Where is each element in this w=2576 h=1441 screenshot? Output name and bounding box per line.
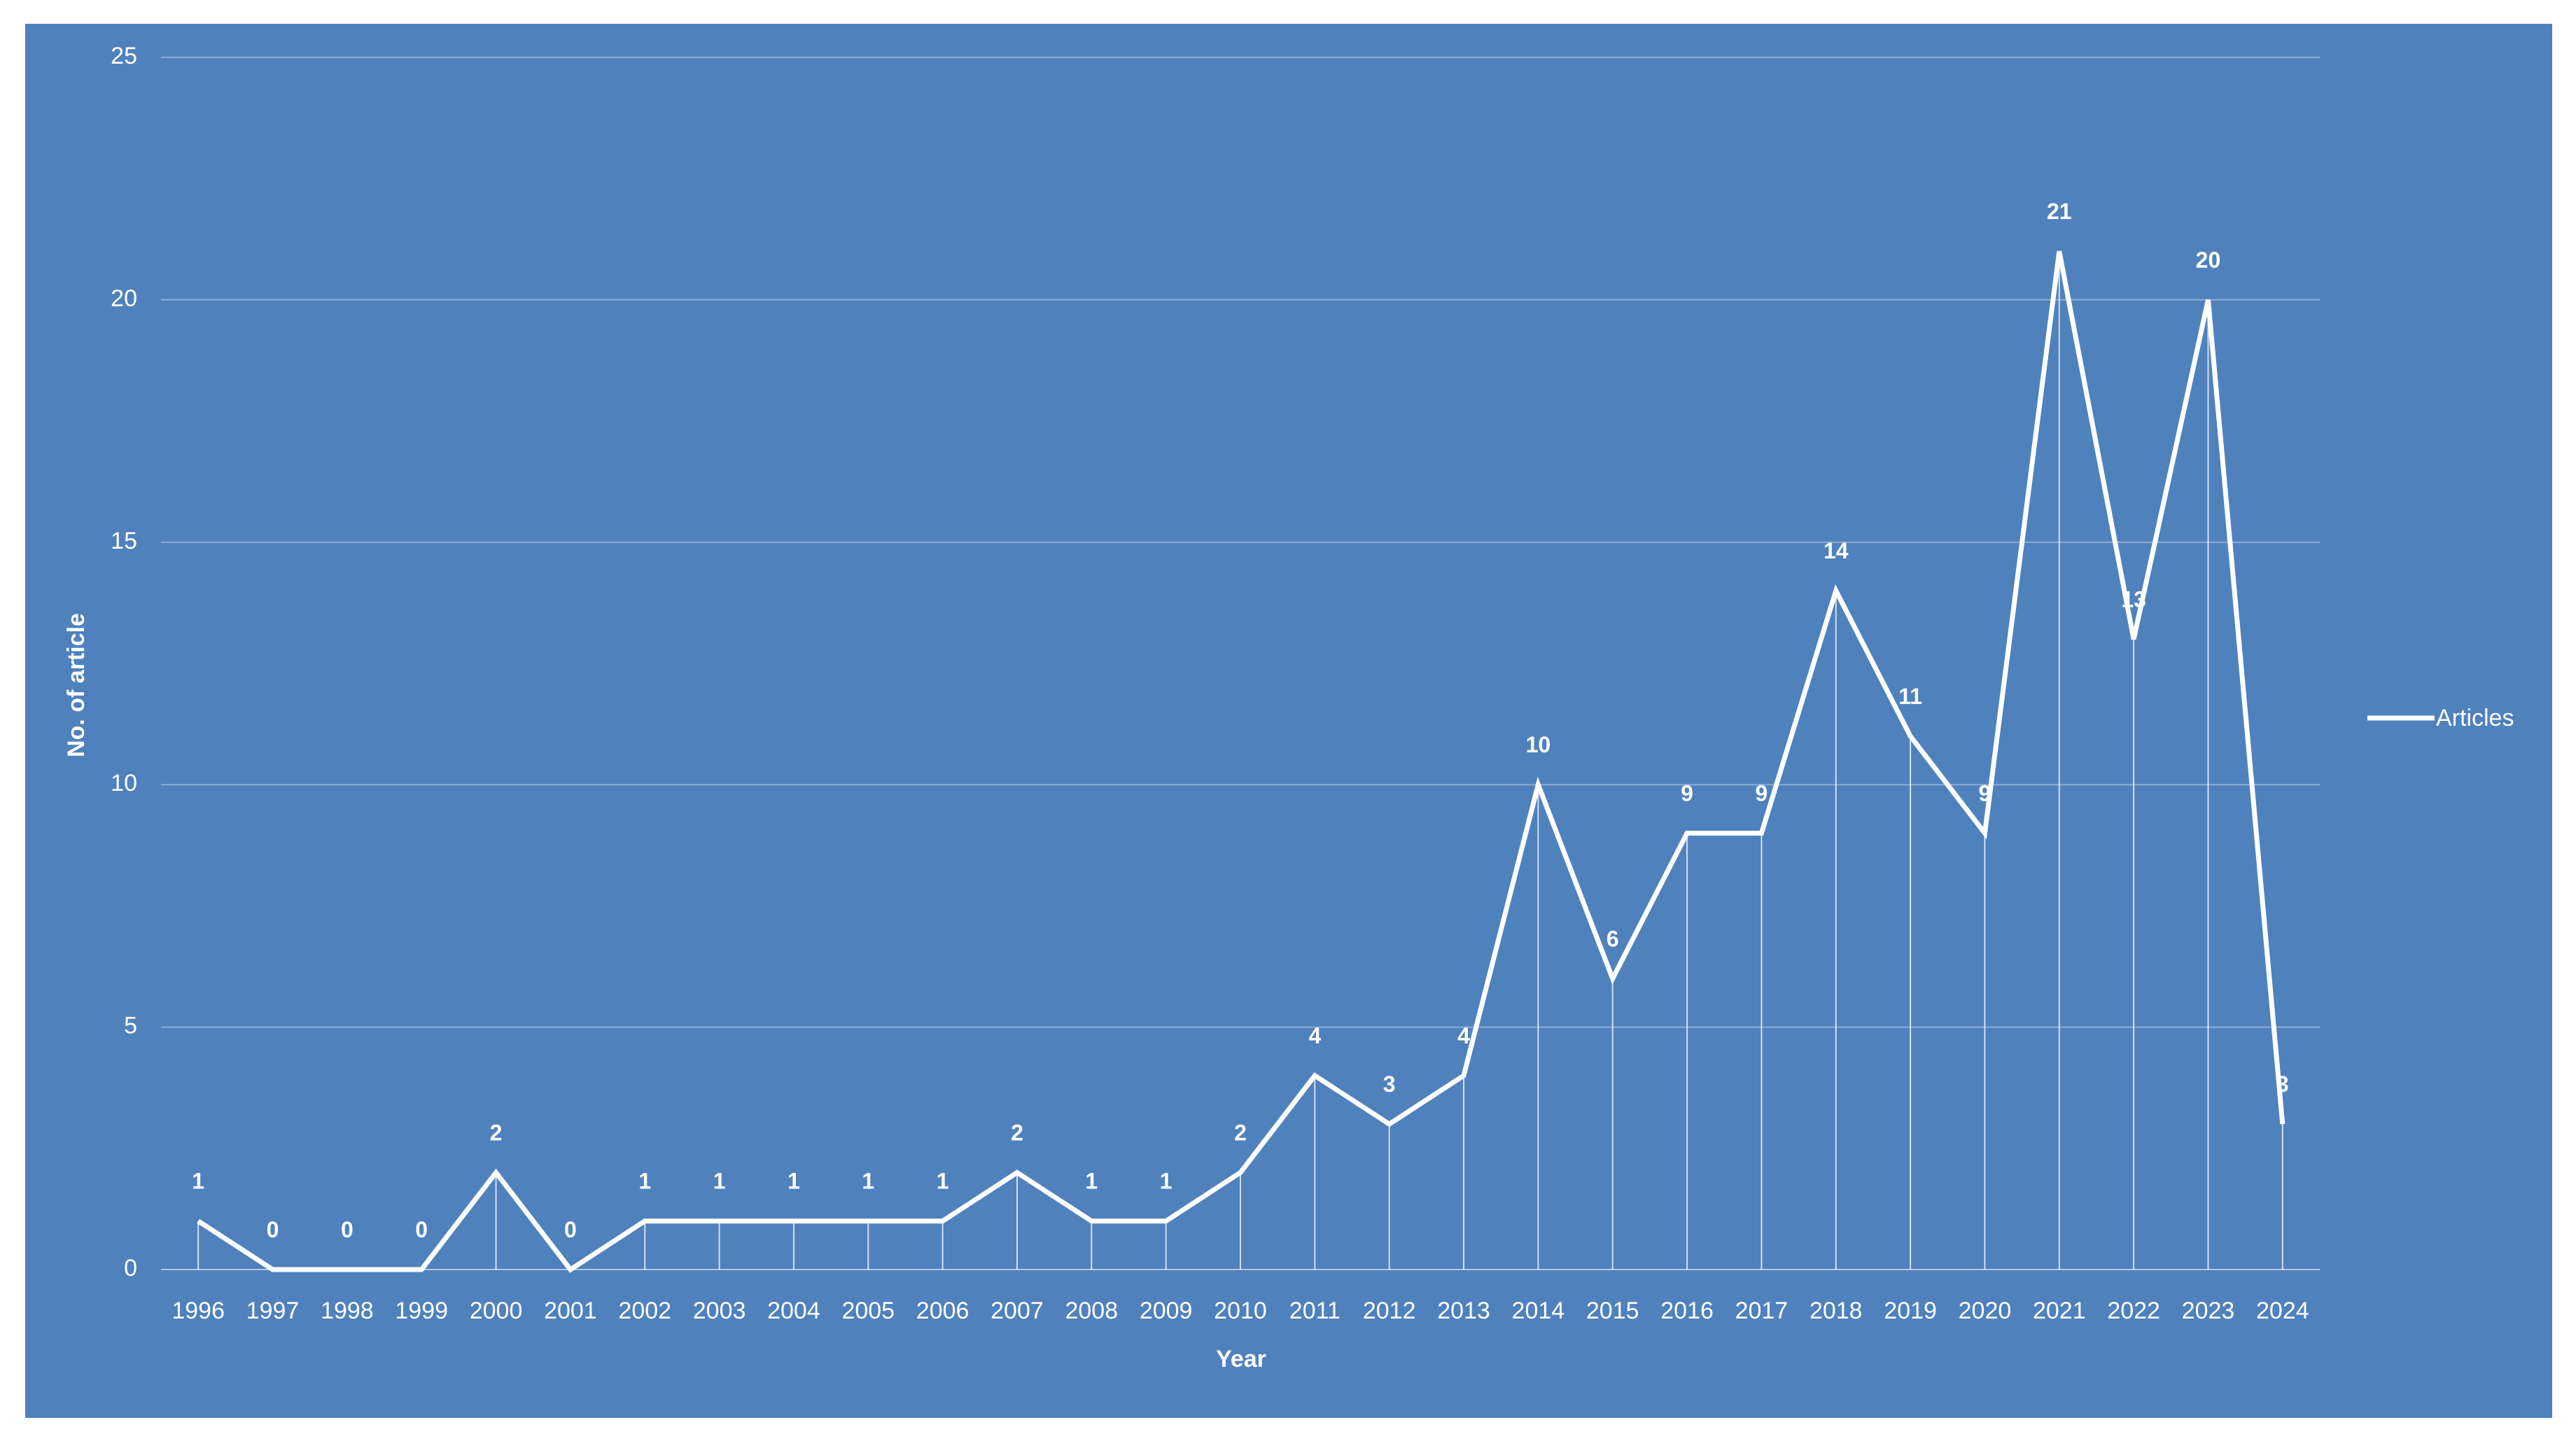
y-axis-ticks: 0 5 10 15 20 25 bbox=[111, 43, 137, 1281]
data-label: 21 bbox=[2047, 199, 2072, 224]
x-tick-label: 2017 bbox=[1735, 1298, 1788, 1324]
x-tick-label: 2005 bbox=[841, 1298, 895, 1324]
data-label: 11 bbox=[1898, 684, 1922, 709]
series-line-articles bbox=[197, 251, 2286, 1273]
legend-label-articles: Articles bbox=[2436, 705, 2514, 731]
x-tick-label: 2015 bbox=[1586, 1298, 1639, 1324]
x-tick-label: 2012 bbox=[1363, 1298, 1416, 1324]
drop-lines bbox=[197, 251, 2283, 1270]
data-label: 3 bbox=[1383, 1071, 1396, 1097]
gridlines bbox=[161, 57, 2320, 1270]
legend: Articles bbox=[2367, 705, 2514, 731]
x-tick-label: 2018 bbox=[1809, 1298, 1863, 1324]
data-label: 1 bbox=[1085, 1169, 1098, 1194]
data-label: 2 bbox=[490, 1120, 503, 1145]
data-label: 4 bbox=[1308, 1023, 1321, 1048]
y-axis-title: No. of article bbox=[63, 613, 90, 757]
x-tick-label: 1996 bbox=[172, 1298, 225, 1324]
data-label: 10 bbox=[1526, 732, 1551, 757]
data-label: 13 bbox=[2121, 586, 2146, 612]
x-tick-label: 2023 bbox=[2182, 1298, 2235, 1324]
x-tick-label: 2006 bbox=[916, 1298, 969, 1324]
data-label: 2 bbox=[1011, 1120, 1023, 1145]
x-tick-label: 2009 bbox=[1140, 1298, 1193, 1324]
data-label: 0 bbox=[415, 1217, 428, 1242]
x-tick-label: 2016 bbox=[1660, 1298, 1714, 1324]
x-tick-label: 2001 bbox=[544, 1298, 597, 1324]
y-tick-label: 10 bbox=[111, 770, 137, 796]
data-label: 9 bbox=[1979, 780, 1991, 806]
x-axis-title: Year bbox=[1216, 1346, 1266, 1372]
data-label: 0 bbox=[564, 1217, 577, 1242]
x-tick-label: 2007 bbox=[990, 1298, 1044, 1324]
x-tick-label: 2014 bbox=[1512, 1298, 1565, 1324]
x-tick-label: 2004 bbox=[767, 1298, 820, 1324]
x-tick-label: 1998 bbox=[321, 1298, 374, 1324]
data-label: 1 bbox=[638, 1169, 651, 1194]
y-tick-label: 15 bbox=[111, 528, 137, 554]
y-tick-label: 5 bbox=[124, 1013, 137, 1039]
chart-frame: 0 5 10 15 20 25 1996 1997 1998 1999 2000 2001 2002 2… bbox=[25, 24, 2552, 1418]
y-tick-label: 0 bbox=[124, 1255, 137, 1281]
data-label: 1 bbox=[788, 1169, 800, 1194]
data-label: 1 bbox=[1160, 1169, 1172, 1194]
data-label: 9 bbox=[1681, 780, 1693, 806]
data-label: 0 bbox=[267, 1217, 279, 1242]
y-tick-label: 25 bbox=[111, 43, 137, 69]
data-label: 2 bbox=[1234, 1120, 1247, 1145]
x-tick-label: 2013 bbox=[1437, 1298, 1490, 1324]
x-tick-label: 2000 bbox=[470, 1298, 523, 1324]
data-label: 9 bbox=[1756, 780, 1768, 806]
x-tick-label: 2019 bbox=[1884, 1298, 1937, 1324]
x-tick-label: 2020 bbox=[1959, 1298, 2012, 1324]
data-label: 0 bbox=[341, 1217, 354, 1242]
x-tick-label: 2011 bbox=[1289, 1298, 1340, 1324]
x-tick-label: 1997 bbox=[246, 1298, 300, 1324]
y-tick-label: 20 bbox=[111, 285, 137, 311]
x-tick-label: 1999 bbox=[395, 1298, 448, 1324]
x-tick-label: 2021 bbox=[2033, 1298, 2086, 1324]
data-label: 1 bbox=[937, 1169, 949, 1194]
data-label: 1 bbox=[192, 1169, 204, 1194]
x-axis-ticks: 1996 1997 1998 1999 2000 2001 2002 2003 2004 2005… bbox=[172, 1298, 2309, 1324]
data-label: 14 bbox=[1823, 538, 1849, 563]
data-label: 20 bbox=[2196, 247, 2221, 272]
data-label: 1 bbox=[713, 1169, 726, 1194]
data-label: 1 bbox=[862, 1169, 874, 1194]
x-tick-label: 2008 bbox=[1065, 1298, 1118, 1324]
x-tick-label: 2003 bbox=[693, 1298, 746, 1324]
x-tick-label: 2024 bbox=[2256, 1298, 2309, 1324]
data-label: 3 bbox=[2276, 1071, 2289, 1097]
data-label: 6 bbox=[1606, 926, 1619, 951]
data-label: 4 bbox=[1457, 1023, 1470, 1048]
x-tick-label: 2022 bbox=[2107, 1298, 2160, 1324]
x-tick-label: 2010 bbox=[1214, 1298, 1267, 1324]
x-tick-label: 2002 bbox=[618, 1298, 671, 1324]
